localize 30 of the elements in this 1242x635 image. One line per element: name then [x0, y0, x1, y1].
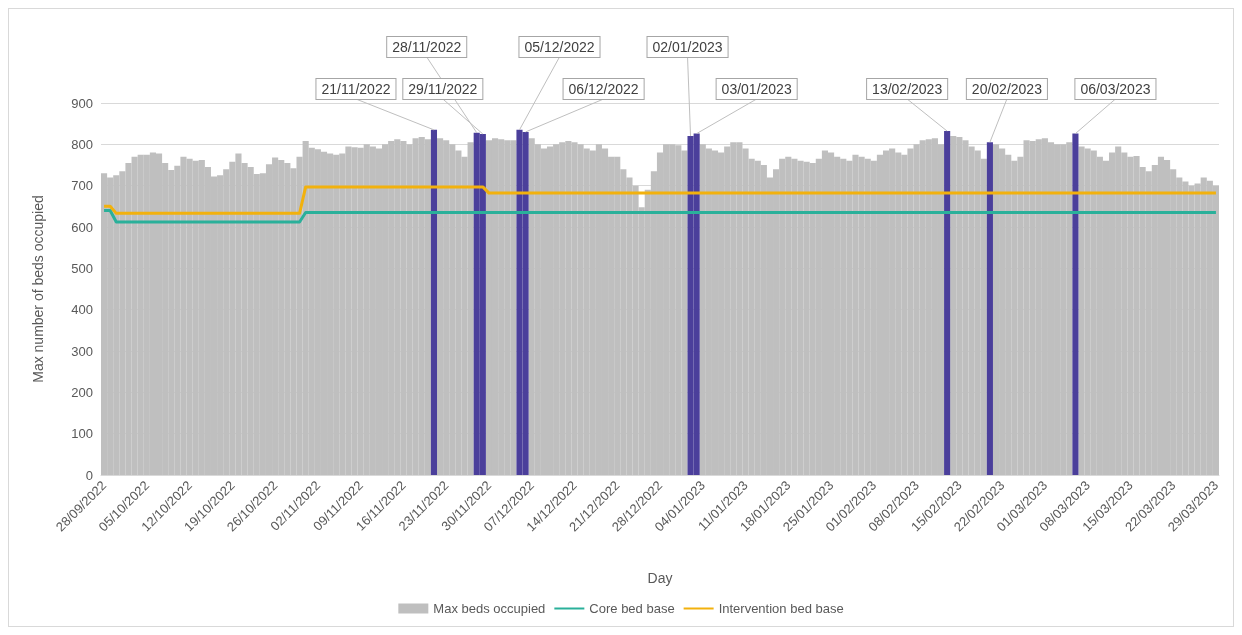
y-tick-label: 800 — [71, 136, 93, 152]
y-tick-label: 300 — [71, 343, 93, 359]
annotation: 21/11/2022 — [321, 81, 391, 97]
y-axis-title: Max number of beds occupied — [30, 195, 46, 383]
annotation: 02/01/2023 — [652, 39, 723, 55]
annotation: 05/12/2022 — [524, 39, 595, 55]
legend-label: Max beds occupied — [433, 601, 546, 616]
y-tick-label: 100 — [71, 426, 93, 442]
y-tick-label: 600 — [71, 219, 93, 235]
line-series — [102, 185, 1218, 215]
bar — [430, 129, 438, 475]
annotation: 28/11/2022 — [392, 39, 462, 55]
annotation: 06/12/2022 — [568, 81, 639, 97]
annotation: 20/02/2023 — [971, 81, 1043, 97]
annotation: 29/11/2022 — [408, 81, 478, 97]
annotation: 13/02/2023 — [872, 81, 943, 97]
y-tick-label: 700 — [71, 178, 93, 194]
y-tick-label: 0 — [85, 467, 93, 483]
annotation: 06/03/2023 — [1080, 81, 1151, 97]
y-tick-label: 900 — [71, 95, 93, 111]
bar — [1072, 133, 1079, 475]
legend-label: Intervention bed base — [718, 601, 844, 616]
annotation: 03/01/2023 — [721, 81, 792, 97]
legend-label: Core bed base — [589, 601, 675, 616]
y-tick-label: 400 — [71, 302, 93, 318]
y-tick-label: 200 — [71, 384, 93, 400]
bar — [986, 142, 993, 475]
x-axis-title: Day — [647, 570, 673, 586]
bar — [944, 131, 951, 475]
y-tick-label: 500 — [71, 260, 93, 276]
